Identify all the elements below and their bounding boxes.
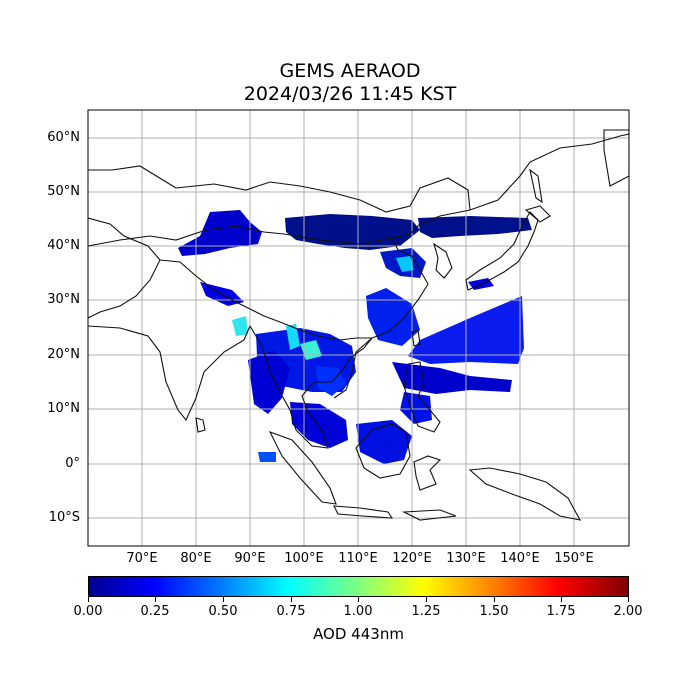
- coast-sri-lanka: [195, 417, 206, 433]
- lon-label-70e: 70°E: [126, 551, 158, 566]
- lon-label-130e: 130°E: [446, 551, 486, 566]
- coast-borneo: [355, 423, 411, 479]
- lon-label-80e: 80°E: [180, 551, 212, 566]
- map-subtitle-timestamp: 2024/03/26 11:45 KST: [243, 83, 457, 105]
- colorbar-tick-label: 1.00: [343, 604, 373, 619]
- coast-taiwan: [411, 329, 421, 347]
- colorbar-tick-label: 1.75: [546, 604, 576, 619]
- aod-patch-thailand: [316, 366, 346, 396]
- lon-label-90e: 90°E: [234, 551, 266, 566]
- colorbar-tick-label: 2.00: [613, 604, 643, 619]
- map-gridlines: [88, 110, 629, 546]
- aod-patch-myanmar-cyan: [286, 324, 300, 350]
- aod-patch-bay-of-bengal: [248, 350, 290, 414]
- coast-timor: [401, 509, 457, 521]
- aod-patch-borneo: [356, 420, 412, 464]
- colorbar-tickmark: [223, 597, 224, 602]
- coast-java: [333, 505, 394, 519]
- aod-colorbar: [88, 576, 629, 597]
- coast-japan: [465, 211, 539, 291]
- border-mongolia: [175, 177, 471, 213]
- colorbar-tick-label: 0.75: [276, 604, 306, 619]
- coast-russia-east: [419, 133, 629, 225]
- lat-label-30n: 30°N: [47, 292, 80, 307]
- coast-kamchatka: [603, 129, 629, 187]
- lat-label-10s: 10°S: [48, 510, 80, 525]
- border-himalaya: [159, 259, 265, 317]
- border-china-west: [88, 225, 393, 247]
- coast-vietnam: [333, 337, 373, 399]
- lat-label-20n: 20°N: [47, 347, 80, 362]
- colorbar-tick-label: 0.00: [73, 604, 103, 619]
- coast-korea: [433, 242, 453, 279]
- coastlines: [88, 129, 629, 521]
- aod-patch-northeast-band: [418, 216, 532, 238]
- colorbar-tickmark: [628, 597, 629, 602]
- coast-hokkaido: [524, 205, 551, 223]
- aod-patch-yellow-sea: [396, 256, 414, 272]
- aod-patch-north-band: [285, 214, 420, 250]
- colorbar-tick-label: 1.25: [411, 604, 441, 619]
- coast-india: [88, 325, 251, 422]
- lon-label-140e: 140°E: [500, 551, 540, 566]
- colorbar-tickmark: [88, 597, 89, 602]
- colorbar-tickmark: [426, 597, 427, 602]
- lat-label-40n: 40°N: [47, 238, 80, 253]
- map-title: GEMS AERAOD: [279, 60, 421, 82]
- coast-new-guinea: [468, 467, 582, 521]
- colorbar-tickmark: [291, 597, 292, 602]
- aod-patch-northwest: [178, 210, 262, 256]
- lat-label-0: 0°: [65, 456, 80, 471]
- colorbar-tick-label: 0.50: [208, 604, 238, 619]
- colorbar-tickmark: [494, 597, 495, 602]
- aod-patch-sumatra-small: [258, 452, 276, 462]
- coast-philippines: [403, 361, 441, 433]
- aod-patch-south-china: [366, 288, 420, 346]
- lon-label-110e: 110°E: [338, 551, 378, 566]
- colorbar-tickmark: [155, 597, 156, 602]
- colorbar-tickmark: [358, 597, 359, 602]
- map-frame: [87, 109, 630, 547]
- coast-indochina-west: [249, 325, 373, 449]
- border-russia-south: [88, 165, 177, 189]
- colorbar-tick-label: 0.25: [140, 604, 170, 619]
- border-indochina: [263, 315, 372, 341]
- lon-label-150e: 150°E: [554, 551, 594, 566]
- border-central-asia: [88, 217, 161, 319]
- lat-label-10n: 10°N: [47, 401, 80, 416]
- colorbar-tick-label: 1.50: [479, 604, 509, 619]
- coast-china-east: [371, 223, 429, 339]
- colorbar-label: AOD 443nm: [313, 625, 404, 643]
- aod-patch-india-ne-cyan: [232, 316, 248, 336]
- lon-label-100e: 100°E: [284, 551, 324, 566]
- colorbar-tickmark: [561, 597, 562, 602]
- coast-sulawesi: [413, 455, 442, 491]
- lat-label-50n: 50°N: [47, 184, 80, 199]
- lat-label-60n: 60°N: [47, 130, 80, 145]
- coast-sumatra: [268, 431, 337, 505]
- lon-label-120e: 120°E: [392, 551, 432, 566]
- coast-sakhalin: [529, 168, 543, 204]
